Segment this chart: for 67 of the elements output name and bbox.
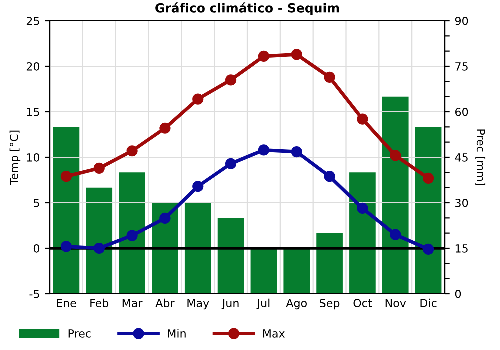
bar xyxy=(86,188,113,294)
y-tick-label: 0 xyxy=(34,244,40,253)
y2-tick-label: 30 xyxy=(456,198,468,208)
bar xyxy=(316,233,343,294)
y2-tick-label: 60 xyxy=(456,108,468,116)
point xyxy=(160,122,171,134)
chart-title: Gráfico climático - Sequim xyxy=(156,2,340,16)
y2-tick-label: 0 xyxy=(455,290,462,298)
x-tick-label: Jul xyxy=(256,298,270,310)
x-tick-label: Dic xyxy=(420,298,437,308)
y2-tick-label: 15 xyxy=(456,244,468,253)
point xyxy=(126,146,138,157)
y-axis-title: Temp [°C] xyxy=(10,130,21,186)
x-tick-label: Nov xyxy=(386,299,406,308)
point xyxy=(422,172,434,184)
point xyxy=(225,74,237,86)
point xyxy=(291,146,302,158)
y2-axis-title: Prec [mm] xyxy=(476,130,486,186)
point xyxy=(126,230,138,242)
y2-tick-label: 75 xyxy=(456,62,468,71)
x-tick-label: Ene xyxy=(57,299,76,308)
bar xyxy=(184,203,212,294)
y-tick-label: 5 xyxy=(34,199,40,208)
y-tick-label: 10 xyxy=(27,153,40,162)
x-tick-label: May xyxy=(188,299,210,310)
bar xyxy=(382,96,409,294)
bar xyxy=(53,127,80,294)
legend-label: Prec xyxy=(68,330,91,338)
x-tick-label: Abr xyxy=(156,298,175,308)
point xyxy=(291,49,302,60)
y-tick-label: 25 xyxy=(26,16,40,26)
x-tick-label: Jun xyxy=(222,299,239,310)
point xyxy=(390,150,402,162)
x-tick-label: Sep xyxy=(320,299,340,310)
y-tick-label: 20 xyxy=(26,62,40,71)
x-tick-label: Mar xyxy=(122,299,143,308)
legend-label: Min xyxy=(168,329,186,338)
x-tick-label: Oct xyxy=(354,299,372,308)
point xyxy=(390,229,402,240)
bar xyxy=(218,218,244,294)
point xyxy=(60,241,72,252)
bar xyxy=(350,172,376,294)
point xyxy=(60,171,72,182)
x-tick-label: Feb xyxy=(90,298,109,308)
point xyxy=(192,181,204,192)
bar xyxy=(415,127,442,294)
bar xyxy=(284,248,310,294)
x-tick-label: Ago xyxy=(286,299,307,310)
legend-label: Max xyxy=(263,330,285,338)
y2-tick-label: 45 xyxy=(455,154,468,162)
bar xyxy=(119,172,146,294)
point xyxy=(192,94,204,105)
y-tick-label: 15 xyxy=(27,108,40,116)
y-tick-label: -5 xyxy=(30,290,40,298)
point xyxy=(357,114,368,125)
point xyxy=(258,144,270,156)
point xyxy=(422,244,434,255)
point xyxy=(94,242,105,254)
point xyxy=(324,171,336,182)
point xyxy=(258,50,270,62)
point xyxy=(357,202,368,214)
point xyxy=(160,212,171,224)
point xyxy=(324,72,336,83)
point xyxy=(94,162,105,174)
bar xyxy=(250,248,278,294)
point xyxy=(225,158,237,170)
y2-tick-label: 90 xyxy=(455,16,468,26)
